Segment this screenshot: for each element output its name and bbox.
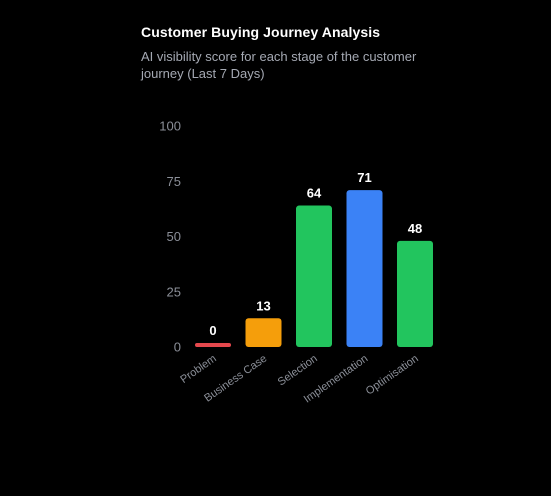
y-tick-label: 75 [167, 174, 181, 189]
chart-title: Customer Buying Journey Analysis [141, 24, 381, 40]
bar-value-label: 71 [357, 170, 371, 185]
bar-problem[interactable] [195, 343, 231, 347]
bar-business-case[interactable] [245, 318, 282, 347]
chart-subtitle: AI visibility score for each stage of th… [141, 49, 417, 81]
bar-optimisation[interactable] [397, 240, 433, 347]
x-category-label: Selection [276, 353, 320, 389]
bar-value-label: 48 [408, 221, 422, 236]
y-tick-label: 50 [167, 229, 181, 244]
x-category-label: Problem [178, 353, 218, 386]
x-category-label: Optimisation [364, 353, 421, 398]
y-tick-label: 0 [174, 340, 181, 355]
y-tick-label: 100 [159, 119, 181, 134]
bar-implementation[interactable] [346, 190, 383, 347]
bar-value-label: 13 [256, 298, 270, 313]
bar-value-label: 0 [209, 323, 216, 338]
bar-selection[interactable] [296, 205, 332, 347]
y-tick-label: 25 [167, 284, 181, 299]
bar-value-label: 64 [307, 186, 322, 201]
